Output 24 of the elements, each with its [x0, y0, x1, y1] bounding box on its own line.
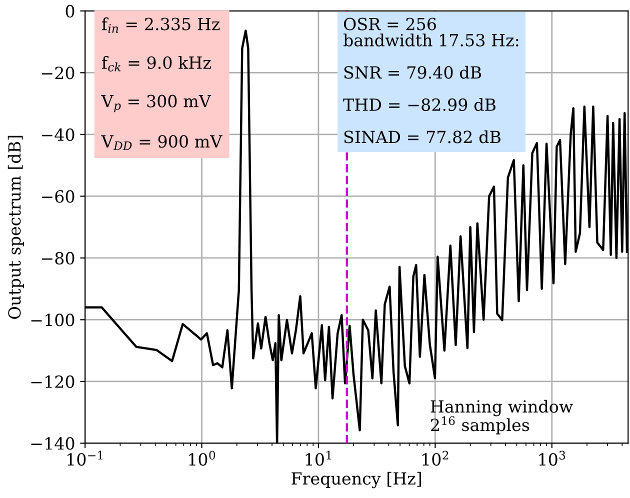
y-tick-label: −100 — [31, 314, 74, 326]
x-axis-title: Frequency [Hz] — [292, 472, 422, 488]
annotation: V$_{p}$ = 300 mV — [101, 94, 212, 112]
y-tick-label: −80 — [42, 252, 74, 265]
annotation: SNR = 79.40 dB — [344, 66, 482, 79]
annotation: THD = −82.99 dB — [343, 98, 496, 111]
y-tick-label: −140 — [31, 437, 74, 450]
y-axis-title: Output spectrum [dB] — [8, 136, 24, 319]
annotation: f$_{ck}$ = 9.0 kHz — [102, 56, 211, 72]
x-tick-label: 10$^{3}$ — [539, 450, 566, 466]
annotation: Hanning window 2$^{16}$ samples — [430, 400, 573, 434]
y-tick-label: 0 — [66, 4, 74, 18]
x-tick-label: 10$^{1}$ — [306, 450, 331, 466]
annotation: f$_{in}$ = 2.335 Hz — [102, 17, 220, 33]
y-tick-label: −120 — [31, 375, 74, 388]
annotation: OSR = 256 bandwidth 17.53 Hz: — [343, 18, 518, 46]
annotation: V$_{DD}$ = 900 mV — [101, 135, 222, 150]
y-tick-label: −20 — [42, 66, 74, 80]
x-tick-label: 10$^{2}$ — [422, 450, 448, 466]
y-tick-label: −40 — [42, 128, 74, 142]
y-tick-label: −60 — [42, 190, 74, 203]
x-tick-label: 10$^{−1}$ — [68, 450, 102, 466]
annotation: SINAD = 77.82 dB — [344, 130, 500, 144]
x-tick-label: 10$^{0}$ — [189, 450, 216, 466]
